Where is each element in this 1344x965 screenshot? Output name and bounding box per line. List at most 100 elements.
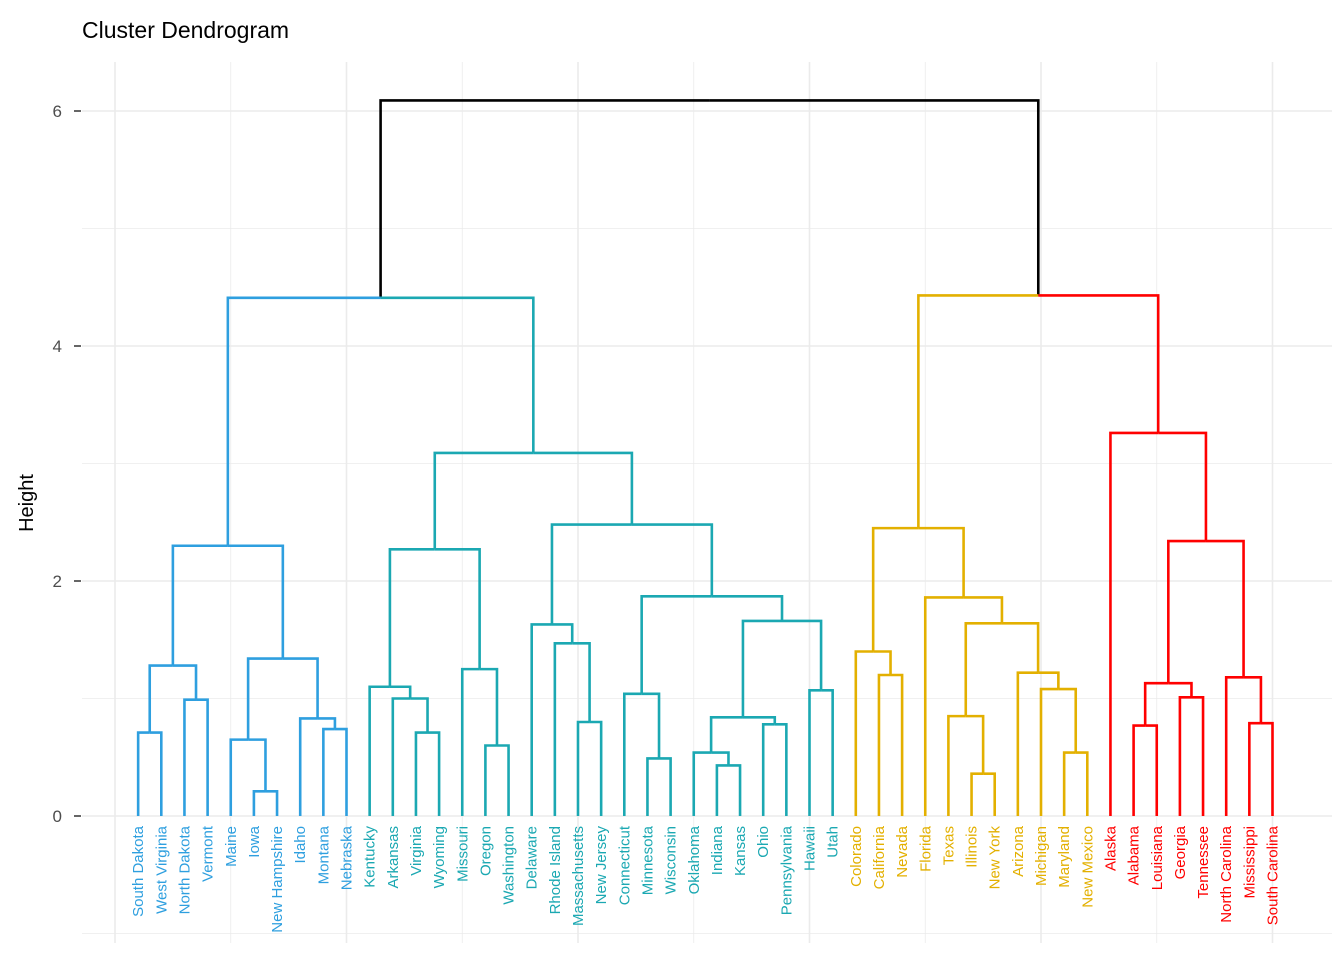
leaf-label: Ohio [755, 826, 772, 858]
y-axis-label: Height [16, 474, 38, 532]
dendrogram-branch [1016, 671, 1039, 816]
dendrogram-branch [282, 657, 319, 719]
dendrogram-branch [1075, 751, 1089, 816]
dendrogram-branch [965, 714, 985, 774]
dendrogram-branch [460, 667, 480, 816]
dendrogram-branch [496, 744, 510, 816]
dendrogram-branch [854, 650, 874, 816]
dendrogram-branch [533, 451, 634, 525]
leaf-label: Oregon [477, 826, 494, 876]
dendrogram-branch [782, 619, 823, 691]
dendrogram-branch [774, 723, 788, 816]
grid [82, 62, 1332, 943]
dendrogram-branch [410, 697, 429, 733]
leaf-label: Alabama [1126, 825, 1143, 885]
dendrogram-branch [1062, 751, 1076, 816]
leaf-label: Connecticut [616, 825, 633, 905]
dendrogram-branch [964, 622, 1002, 717]
dendrogram-branch [983, 772, 996, 816]
dendrogram-branch [248, 738, 267, 792]
dendrogram-branch [148, 664, 173, 733]
leaf-label: Oklahoma [686, 825, 703, 894]
leaf-label: Wyoming [431, 826, 448, 888]
dendrogram-branch [183, 698, 197, 816]
leaf-label: Kansas [732, 826, 749, 876]
dendrogram-branch [433, 451, 534, 550]
dendrogram-branch [572, 641, 591, 722]
leaf-label: New Mexico [1079, 826, 1096, 908]
dendrogram-branch [388, 547, 435, 687]
dendrogram-branch [761, 723, 775, 816]
leaf-label: Texas [940, 826, 957, 865]
dendrogram-branch [317, 717, 337, 730]
dendrogram-branch [434, 547, 481, 670]
leaf-label: Georgia [1172, 825, 1189, 879]
dendrogram-branch [646, 757, 660, 816]
leaf-label: Kentucky [362, 826, 379, 888]
y-axis: 0 2 4 6 [53, 102, 81, 826]
leaf-label: Maryland [1056, 826, 1073, 888]
dendrogram-branch [1168, 681, 1193, 698]
dendrogram-branch [877, 673, 891, 816]
leaf-label: New York [987, 826, 1004, 890]
dendrogram-branch [414, 731, 428, 816]
y-tick-label: 0 [53, 807, 62, 826]
leaf-label: Colorado [848, 826, 865, 887]
dendrogram-branch [709, 716, 743, 753]
dendrogram-branch [171, 544, 228, 666]
dendrogram-branch [368, 685, 390, 816]
dendrogram-branch [322, 727, 335, 816]
leaf-label: Montana [315, 825, 332, 884]
dendrogram-branch [334, 727, 348, 816]
dendrogram-branch [890, 673, 904, 816]
dendrogram-branch [1038, 671, 1060, 690]
dendrogram-branch [550, 523, 632, 625]
leaf-label: Virginia [408, 825, 425, 875]
leaf-label: California [871, 825, 888, 889]
dendrogram-branch [1143, 681, 1169, 726]
leaf-label: Arkansas [385, 826, 402, 889]
dendrogram-branch [389, 685, 412, 699]
leaf-label: Wisconsin [663, 826, 680, 894]
dendrogram-branch [741, 619, 783, 718]
leaf-label: Nebraska [339, 825, 356, 890]
dendrogram-branch [918, 526, 965, 598]
dendrogram-branch [252, 790, 266, 816]
dendrogram-branch [692, 751, 712, 816]
dendrogram-branch [196, 698, 209, 816]
dendrogram-branch [1145, 724, 1159, 816]
dendrogram-branch [1191, 696, 1205, 816]
dendrogram-branch [391, 697, 411, 816]
leaf-label: Tennessee [1195, 826, 1212, 899]
leaf-label: North Carolina [1218, 825, 1235, 922]
dendrogram-branch [923, 596, 964, 816]
dendrogram-branch [1178, 696, 1192, 816]
dendrogram-branch [484, 744, 497, 816]
dendrogram-branch [808, 688, 822, 816]
leaf-label: Iowa [246, 825, 263, 857]
leaf-label: Michigan [1033, 826, 1050, 886]
leaf-label: Arizona [1010, 825, 1027, 877]
dendrogram-branch [226, 296, 381, 546]
leaf-label: Massachusetts [570, 826, 587, 926]
y-tick-label: 4 [53, 337, 62, 356]
dendrogram-branch [711, 594, 784, 621]
dendrogram-branch [821, 688, 834, 816]
leaf-label: Alaska [1102, 825, 1119, 871]
dendrogram-branch [1158, 431, 1208, 542]
dendrogram-branch [246, 657, 283, 740]
dendrogram-branch [711, 751, 730, 766]
y-tick-label: 6 [53, 102, 62, 121]
y-tick-label: 2 [53, 572, 62, 591]
dendrogram-branch [631, 523, 714, 597]
dendrogram-branch [1260, 721, 1274, 816]
leaf-label: New Jersey [593, 826, 610, 905]
dendrogram-branch [917, 294, 1039, 529]
dendrogram-branch [1205, 539, 1245, 678]
dendrogram-branch [1039, 687, 1059, 816]
dendrogram-branch [709, 99, 1040, 296]
leaf-label: New Hampshire [269, 826, 286, 933]
leaf-label: Illinois [964, 826, 981, 868]
branches [136, 99, 1274, 816]
dendrogram-branch [229, 738, 249, 816]
